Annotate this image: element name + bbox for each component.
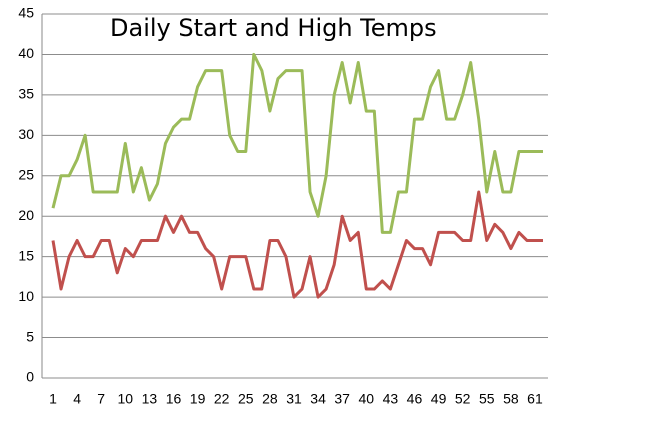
y-tick-label: 30 [18,126,34,142]
x-tick-label: 55 [479,391,495,407]
y-tick-label: 20 [18,207,34,223]
y-tick-label: 40 [18,45,34,61]
x-tick-label: 49 [431,391,447,407]
x-tick-label: 22 [214,391,230,407]
x-tick-label: 37 [334,391,350,407]
x-tick-label: 4 [73,391,81,407]
x-tick-label: 61 [527,391,543,407]
y-tick-label: 0 [26,369,34,385]
x-tick-label: 40 [358,391,374,407]
y-tick-label: 15 [18,247,34,263]
x-tick-label: 16 [166,391,182,407]
chart-title: Daily Start and High Temps [110,14,437,42]
x-tick-label: 10 [118,391,134,407]
x-tick-label: 52 [455,391,471,407]
y-tick-label: 25 [18,166,34,182]
x-tick-label: 43 [383,391,399,407]
series-line [51,52,543,234]
series-line [51,190,543,299]
x-tick-label: 13 [142,391,158,407]
y-tick-label: 10 [18,288,34,304]
x-tick-label: 58 [503,391,519,407]
x-tick-label: 7 [97,391,105,407]
x-tick-label: 28 [262,391,278,407]
x-tick-label: 25 [238,391,254,407]
x-tick-label: 46 [407,391,423,407]
x-tick-label: 31 [286,391,302,407]
y-tick-label: 5 [26,328,34,344]
x-tick-label: 1 [49,391,57,407]
x-tick-label: 34 [310,391,326,407]
y-tick-label: 35 [18,86,34,102]
y-tick-label: 45 [18,5,34,21]
x-tick-label: 19 [190,391,206,407]
